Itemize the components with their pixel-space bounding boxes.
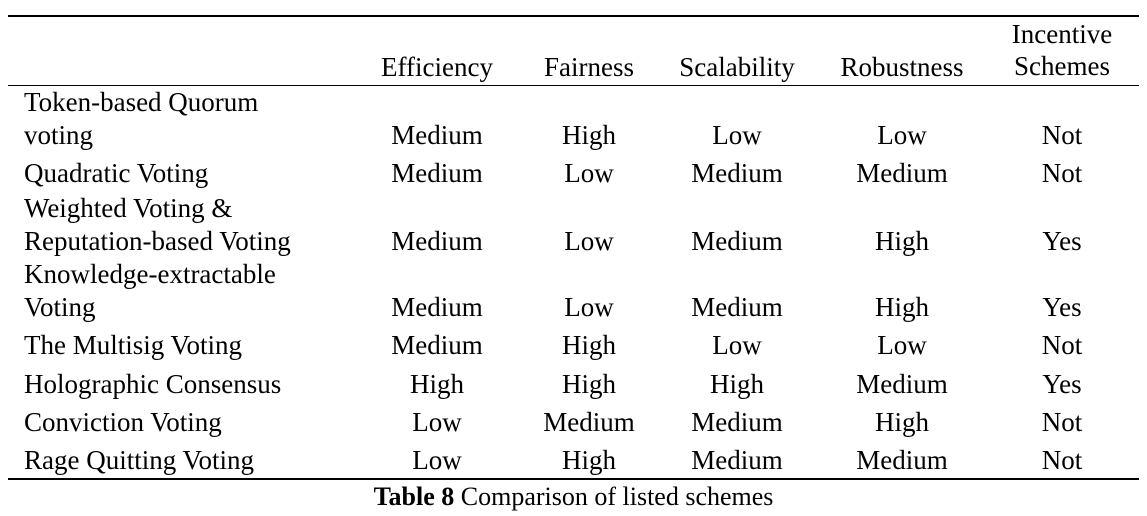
table-cell: Medium: [691, 292, 783, 322]
row-label-continued: Voting: [24, 292, 96, 322]
table-cell: Medium: [543, 407, 635, 437]
row-label: Knowledge-extractable: [24, 259, 276, 289]
table-cell: Medium: [691, 226, 783, 256]
table-cell: Low: [412, 407, 462, 437]
table-cell: High: [562, 445, 616, 475]
row-label: Token-based Quorum: [24, 87, 259, 117]
table-cell: High: [562, 369, 616, 399]
table-cell: Medium: [391, 226, 483, 256]
row-label: Conviction Voting: [24, 407, 222, 437]
table-cell: Low: [712, 120, 762, 150]
table-cell: Medium: [856, 445, 948, 475]
table-cell: Not: [1041, 120, 1083, 150]
table-cell: Not: [1041, 158, 1083, 188]
row-label: Quadratic Voting: [24, 158, 209, 188]
table-cell: Medium: [856, 369, 948, 399]
row-label: Holographic Consensus: [24, 369, 282, 399]
row-label-continued: Reputation-based Voting: [24, 226, 291, 256]
table-cell: Low: [564, 226, 614, 256]
column-header-robustness: Robustness: [840, 52, 964, 82]
bottom-rule: [8, 478, 1139, 480]
table-cell: Medium: [391, 292, 483, 322]
table-cell: Low: [877, 120, 927, 150]
table-caption: Table 8 Comparison of listed schemes: [0, 482, 1147, 512]
column-header-scalability: Scalability: [679, 52, 795, 82]
column-header-efficiency: Efficiency: [381, 52, 493, 82]
row-label: Rage Quitting Voting: [24, 445, 255, 475]
table-cell: Medium: [691, 407, 783, 437]
table-cell: Yes: [1042, 226, 1082, 256]
table-cell: Medium: [391, 120, 483, 150]
table-cell: Yes: [1042, 292, 1082, 322]
row-label-continued: voting: [24, 120, 94, 150]
column-header-incentive-line2: Schemes: [1014, 51, 1110, 81]
table-cell: Medium: [856, 158, 948, 188]
table-cell: Low: [564, 292, 614, 322]
table-cell: Medium: [691, 158, 783, 188]
table-cell: Low: [877, 330, 927, 360]
table-cell: Low: [564, 158, 614, 188]
table-cell: Not: [1041, 330, 1083, 360]
table-cell: Low: [712, 330, 762, 360]
column-header-incentive-line1: Incentive: [1011, 19, 1113, 49]
table-cell: Medium: [691, 445, 783, 475]
table-cell: Low: [412, 445, 462, 475]
table-cell: High: [562, 120, 616, 150]
table-cell: High: [562, 330, 616, 360]
table-cell: Medium: [391, 158, 483, 188]
caption-text: Comparison of listed schemes: [454, 482, 774, 511]
caption-label: Table 8: [373, 482, 455, 511]
header-rule: [8, 85, 1139, 86]
top-rule: [8, 15, 1139, 17]
row-label: Weighted Voting &: [24, 193, 233, 223]
table-cell: Medium: [391, 330, 483, 360]
table-cell: Not: [1041, 445, 1083, 475]
table-cell: High: [410, 369, 464, 399]
table-cell: Not: [1041, 407, 1083, 437]
table-cell: High: [875, 407, 929, 437]
row-label: The Multisig Voting: [24, 330, 243, 360]
table-cell: High: [875, 226, 929, 256]
table-cell: High: [875, 292, 929, 322]
column-header-incentive-schemes: Incentive Schemes: [995, 18, 1129, 82]
column-header-fairness: Fairness: [544, 52, 634, 82]
table-cell: High: [710, 369, 764, 399]
table-cell: Yes: [1042, 369, 1082, 399]
